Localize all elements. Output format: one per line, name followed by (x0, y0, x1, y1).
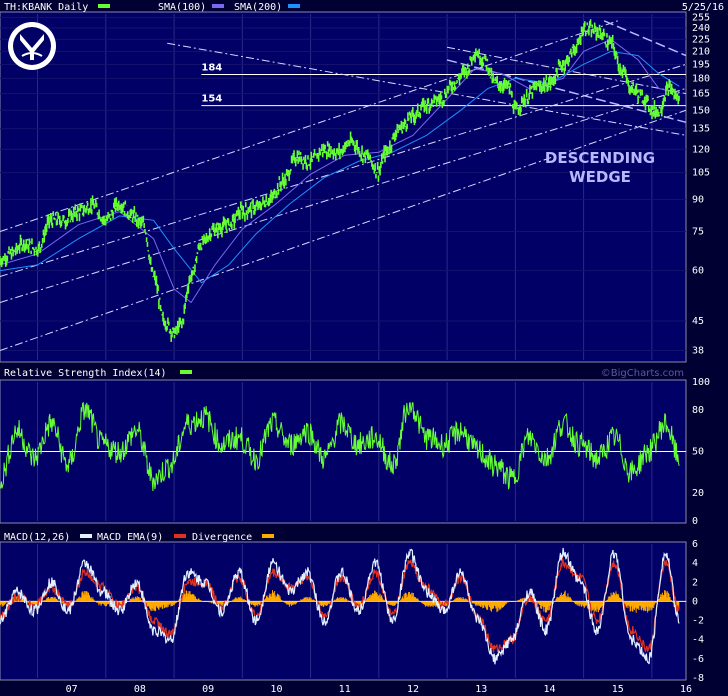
trend-line (0, 87, 687, 303)
rsi-y-tick-label: 80 (692, 405, 704, 416)
chart-date: 5/25/16 (682, 2, 724, 13)
price-panel (0, 11, 687, 363)
price-y-tick-label: 165 (692, 89, 710, 100)
price-y-tick-label: 150 (692, 105, 710, 116)
macd-y-tick-label: 6 (692, 539, 698, 550)
x-tick-label: 15 (612, 684, 624, 695)
rsi-y-tick-label: 20 (692, 488, 704, 499)
price-y-tick-label: 45 (692, 316, 704, 327)
macd-legend-swatch (80, 534, 92, 538)
divergence-legend: Divergence (192, 532, 252, 543)
annotation-wedge: WEDGE (569, 168, 631, 186)
price-y-tick-label: 105 (692, 168, 710, 179)
price-y-tick-label: 210 (692, 46, 710, 57)
rsi-legend-swatch (180, 370, 192, 374)
x-tick-label: 16 (680, 684, 692, 695)
legend-sma200: SMA(200) (234, 2, 282, 13)
macd-y-tick-label: 4 (692, 558, 698, 569)
x-tick-label: 12 (407, 684, 419, 695)
bigcharts-logo (8, 22, 56, 70)
price-y-tick-label: 135 (692, 124, 710, 135)
reference-level-label: 154 (201, 94, 222, 105)
macd-legend: MACD(12,26) (4, 532, 70, 543)
x-tick-label: 07 (66, 684, 78, 695)
reference-level-label: 184 (201, 63, 222, 74)
rsi-y-tick-label: 100 (692, 377, 710, 388)
watermark: ©BigCharts.com (601, 368, 684, 379)
trend-line (0, 20, 618, 233)
trend-line (167, 42, 687, 136)
macd-line (0, 547, 680, 665)
x-tick-label: 11 (339, 684, 351, 695)
price-y-tick-label: 75 (692, 227, 704, 238)
price-title: TH:KBANK Daily (4, 2, 88, 13)
x-tick-label: 09 (202, 684, 214, 695)
rsi-title: Relative Strength Index(14) (4, 368, 167, 379)
macd-y-tick-label: 0 (692, 596, 698, 607)
price-candles (0, 19, 680, 342)
legend-sma100-swatch (212, 4, 224, 8)
x-tick-label: 10 (270, 684, 282, 695)
price-y-tick-label: 90 (692, 195, 704, 206)
price-y-tick-label: 180 (692, 73, 710, 84)
x-tick-label: 13 (475, 684, 487, 695)
price-y-tick-label: 38 (692, 346, 704, 357)
macd-y-tick-label: -2 (692, 616, 704, 627)
divergence-legend-swatch (262, 534, 274, 538)
macd-y-tick-label: 2 (692, 577, 698, 588)
price-y-tick-label: 255 (692, 12, 710, 23)
rsi-y-tick-label: 0 (692, 516, 698, 527)
x-tick-label: 08 (134, 684, 146, 695)
price-y-tick-label: 195 (692, 59, 710, 70)
rsi-line (0, 402, 680, 492)
rsi-y-tick-label: 50 (692, 447, 704, 458)
macd-panel (0, 541, 687, 681)
macd-y-tick-label: -4 (692, 635, 704, 646)
macd-y-tick-label: -8 (692, 673, 704, 684)
price-y-tick-label: 225 (692, 34, 710, 45)
macd-y-tick-label: -6 (692, 654, 704, 665)
legend-sma200-swatch (288, 4, 300, 8)
price-y-tick-label: 240 (692, 23, 710, 34)
annotation-descending: DESCENDING (545, 149, 655, 167)
macd-ema-legend: MACD EMA(9) (97, 532, 163, 543)
price-legend-swatch (98, 4, 110, 8)
wedge-upper-line (603, 20, 687, 57)
price-y-tick-label: 60 (692, 266, 704, 277)
trend-line (0, 109, 687, 352)
macd-ema-legend-swatch (174, 534, 186, 538)
wedge-lower-line (446, 59, 687, 124)
x-tick-label: 14 (543, 684, 555, 695)
price-y-tick-label: 120 (692, 144, 710, 155)
legend-sma100: SMA(100) (158, 2, 206, 13)
trend-line (0, 63, 687, 278)
